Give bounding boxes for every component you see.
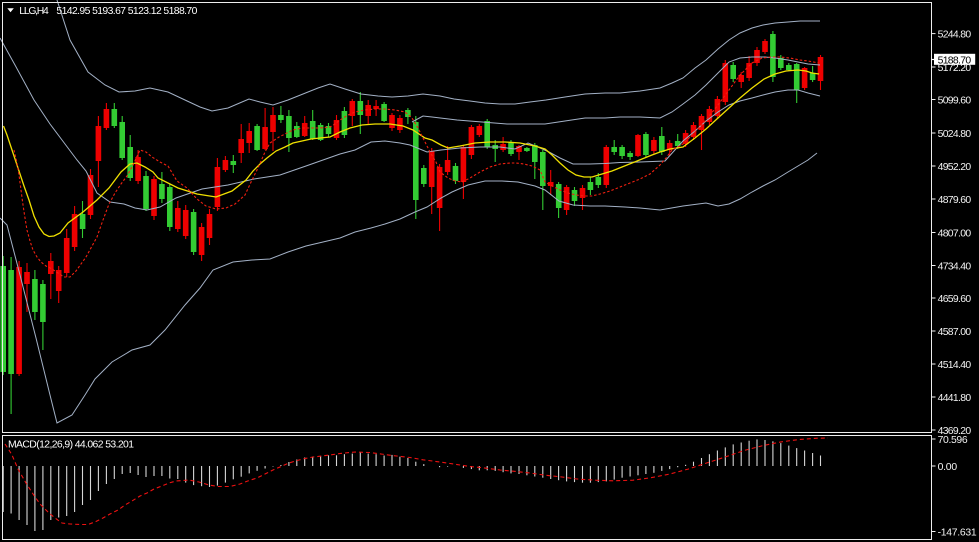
svg-text:LLG,H4: LLG,H4: [19, 6, 49, 17]
svg-text:0.00: 0.00: [938, 462, 958, 473]
svg-text:4952.20: 4952.20: [938, 162, 972, 173]
svg-text:5099.60: 5099.60: [938, 95, 972, 106]
svg-text:4879.60: 4879.60: [938, 195, 972, 206]
svg-text:70.596: 70.596: [938, 435, 968, 446]
svg-text:4587.00: 4587.00: [938, 327, 972, 338]
svg-text:4734.40: 4734.40: [938, 261, 972, 272]
svg-text:5172.20: 5172.20: [938, 63, 972, 74]
svg-text:5188.70: 5188.70: [938, 55, 972, 66]
svg-text:5024.80: 5024.80: [938, 129, 972, 140]
svg-text:4514.40: 4514.40: [938, 360, 972, 371]
svg-text:4659.60: 4659.60: [938, 294, 972, 305]
svg-text:MACD(12,26,9) 44.062 53.201: MACD(12,26,9) 44.062 53.201: [8, 439, 134, 450]
svg-text:5142.95 5193.67 5123.12 5188.7: 5142.95 5193.67 5123.12 5188.70: [56, 6, 197, 17]
svg-text:5244.80: 5244.80: [938, 30, 972, 41]
svg-text:-147.631: -147.631: [938, 527, 977, 538]
svg-text:4369.20: 4369.20: [938, 426, 972, 437]
svg-text:4807.00: 4807.00: [938, 228, 972, 239]
svg-text:4441.80: 4441.80: [938, 393, 972, 404]
